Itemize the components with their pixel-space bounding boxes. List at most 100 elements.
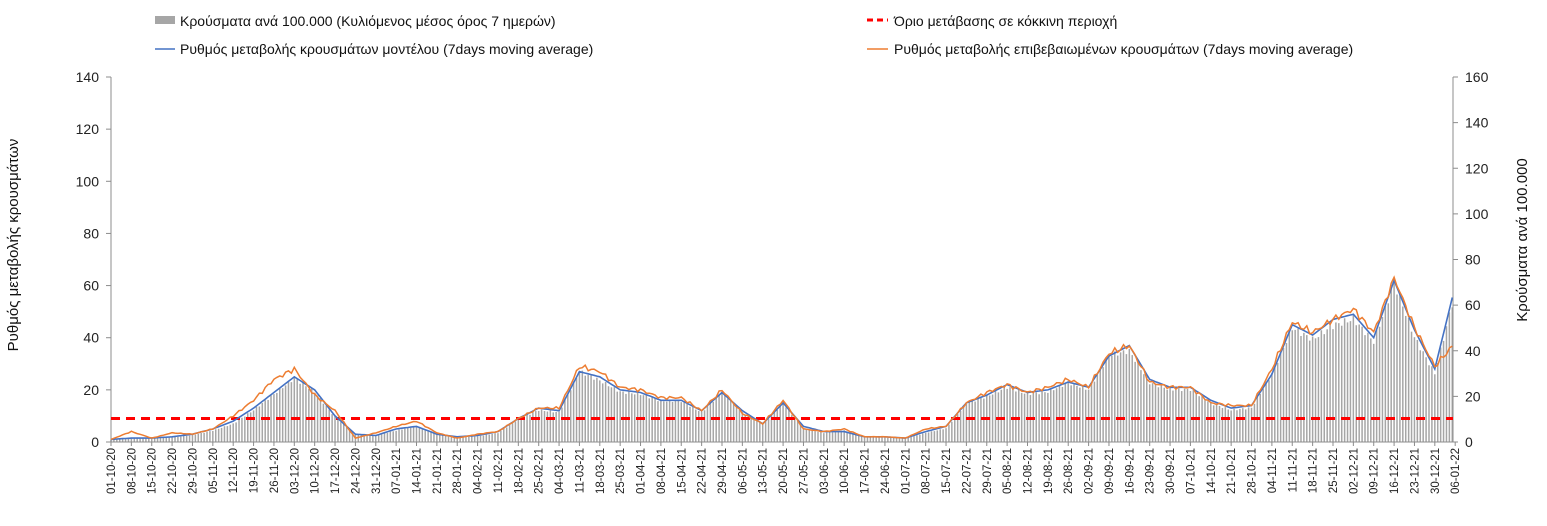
- bar: [633, 394, 636, 442]
- bar: [889, 437, 892, 442]
- bar: [732, 402, 735, 442]
- bar: [1332, 329, 1334, 442]
- bar: [500, 430, 502, 442]
- bar: [1201, 396, 1203, 442]
- x-tick-label: 19-08-21: [1043, 448, 1055, 494]
- bar: [284, 385, 287, 442]
- bar: [622, 391, 624, 442]
- bar: [459, 437, 461, 442]
- bar: [1297, 328, 1299, 442]
- bar: [1169, 387, 1171, 442]
- x-tick-label: 03-12-20: [289, 448, 301, 494]
- x-tick-label: 14-10-21: [1206, 448, 1218, 494]
- x-tick-label: 04-02-21: [473, 448, 485, 494]
- bar: [386, 432, 389, 442]
- x-tick-label: 20-05-21: [778, 448, 790, 494]
- x-tick-label: 30-09-21: [1165, 448, 1177, 494]
- x-tick-label: 14-01-21: [411, 448, 423, 494]
- bar: [526, 414, 528, 442]
- x-tick-label: 06-01-22: [1450, 448, 1462, 494]
- bar: [366, 434, 368, 442]
- bar: [852, 433, 854, 442]
- bar: [587, 374, 589, 442]
- bar: [372, 435, 374, 442]
- bar: [497, 433, 499, 442]
- bar: [1137, 362, 1139, 442]
- bar: [421, 427, 424, 442]
- bar: [427, 430, 429, 442]
- x-tick-label: 13-05-21: [758, 448, 770, 494]
- bar: [575, 377, 578, 442]
- bar: [936, 430, 939, 442]
- bar: [680, 402, 683, 442]
- bar: [511, 423, 514, 442]
- x-tick-label: 21-01-21: [432, 448, 444, 494]
- bar: [113, 439, 115, 442]
- bar: [977, 398, 979, 442]
- bar: [590, 375, 592, 442]
- bar: [1233, 408, 1235, 442]
- bar: [1335, 322, 1337, 442]
- x-tick-label: 05-11-20: [208, 448, 220, 493]
- bar: [473, 436, 476, 442]
- bar: [700, 411, 703, 442]
- y-left-tick-label: 60: [83, 278, 99, 294]
- bar: [491, 433, 493, 442]
- x-tick-label: 26-08-21: [1063, 448, 1075, 494]
- legend-swatch-bars: [155, 16, 175, 24]
- bar: [1114, 351, 1116, 442]
- bar: [1346, 322, 1349, 442]
- y-left-tick-label: 40: [83, 330, 99, 346]
- bar: [881, 437, 883, 442]
- x-tick-label: 09-09-21: [1104, 448, 1116, 494]
- bar: [683, 401, 685, 442]
- bar: [1358, 324, 1360, 442]
- bar: [599, 380, 601, 442]
- bar: [206, 431, 208, 442]
- bar: [546, 411, 549, 442]
- bar: [793, 417, 796, 442]
- y-right-tick-label: 140: [1465, 115, 1489, 131]
- bar: [951, 421, 953, 442]
- legend-label-threshold: Όριο μετάβασης σε κόκκινη περιοχή: [893, 13, 1117, 29]
- bar: [1221, 408, 1224, 442]
- bar: [738, 409, 741, 442]
- bar: [212, 430, 214, 442]
- bar: [238, 419, 240, 442]
- bar: [290, 382, 293, 442]
- bar: [194, 434, 197, 442]
- bar: [1055, 388, 1058, 442]
- bar: [1061, 386, 1064, 442]
- bar: [1352, 315, 1355, 442]
- x-tick-label: 07-10-21: [1185, 448, 1197, 494]
- bar: [133, 438, 136, 442]
- bar: [1058, 385, 1061, 442]
- bar: [450, 436, 453, 442]
- bar: [552, 412, 554, 442]
- bar: [654, 398, 656, 442]
- bar: [712, 401, 715, 442]
- legend: Κρούσματα ανά 100.000 (Κυλιόμενος μέσος …: [155, 13, 1353, 57]
- x-tick-label: 05-08-21: [1002, 448, 1014, 494]
- x-tick-label: 18-02-21: [513, 448, 525, 494]
- x-tick-label: 30-12-21: [1430, 448, 1442, 494]
- bar: [1271, 372, 1273, 442]
- y-left-tick-label: 140: [76, 69, 100, 85]
- bar: [322, 403, 325, 442]
- bar: [974, 401, 976, 442]
- y-right-tick-label: 60: [1465, 297, 1481, 313]
- bar: [814, 431, 816, 442]
- bar: [604, 381, 607, 442]
- bar: [1378, 326, 1381, 442]
- bar: [340, 422, 342, 442]
- bar: [1189, 391, 1192, 442]
- bar: [869, 437, 872, 442]
- bar: [613, 387, 616, 442]
- legend-label-confirmed: Ρυθμός μεταβολής επιβεβαιωμένων κρουσμάτ…: [894, 41, 1353, 57]
- bar: [302, 382, 304, 442]
- bar: [1253, 403, 1256, 442]
- bar: [1178, 388, 1180, 442]
- bar: [424, 429, 426, 442]
- bar: [156, 438, 159, 442]
- bar: [465, 437, 467, 442]
